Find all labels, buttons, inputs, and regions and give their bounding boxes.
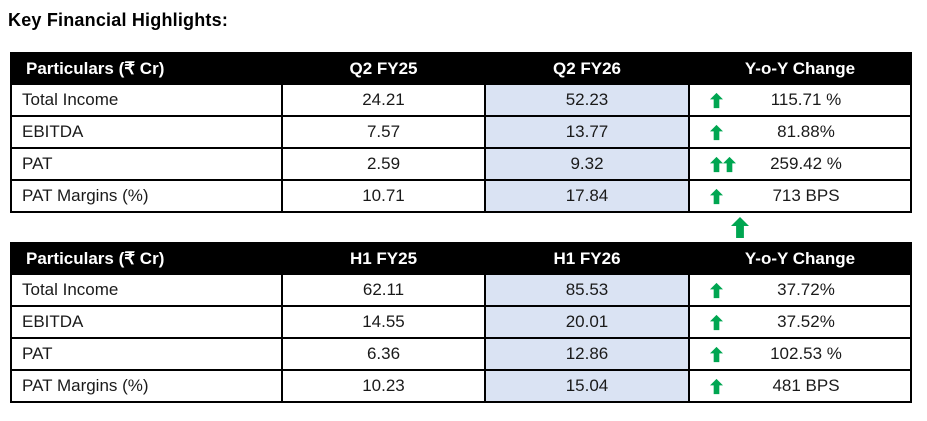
header-yoy-change: Y-o-Y Change <box>688 242 912 275</box>
header-yoy-change: Y-o-Y Change <box>688 52 912 85</box>
change-cell: 259.42 % <box>688 147 912 181</box>
curr-value-cell: 52.23 <box>484 83 690 117</box>
change-cell: 713 BPS <box>688 179 912 213</box>
up-arrow-icon <box>710 124 746 141</box>
particular-cell: PAT Margins (%) <box>10 179 283 213</box>
quarterly-results-table: Particulars (₹ Cr) Q2 FY25 Q2 FY26 Y-o-Y… <box>10 52 912 213</box>
particular-cell: EBITDA <box>10 305 283 339</box>
prev-value-cell: 24.21 <box>281 83 486 117</box>
particular-cell: PAT <box>10 147 283 181</box>
change-cell: 81.88% <box>688 115 912 149</box>
table-row: EBITDA 14.55 20.01 37.52% <box>10 305 912 339</box>
particular-cell: Total Income <box>10 83 283 117</box>
half-yearly-results-table: Particulars (₹ Cr) H1 FY25 H1 FY26 Y-o-Y… <box>10 242 912 403</box>
curr-value-cell: 12.86 <box>484 337 690 371</box>
prev-value-cell: 7.57 <box>281 115 486 149</box>
particular-cell: Total Income <box>10 273 283 307</box>
curr-value-cell: 20.01 <box>484 305 690 339</box>
change-cell: 102.53 % <box>688 337 912 371</box>
up-arrow-icon <box>710 314 746 331</box>
change-value: 37.52% <box>777 312 835 331</box>
prev-value-cell: 2.59 <box>281 147 486 181</box>
change-cell: 115.71 % <box>688 83 912 117</box>
table-header-row: Particulars (₹ Cr) Q2 FY25 Q2 FY26 Y-o-Y… <box>10 52 912 85</box>
curr-value-cell: 17.84 <box>484 179 690 213</box>
divider <box>0 213 927 242</box>
page-title: Key Financial Highlights: <box>8 10 229 30</box>
curr-value-cell: 9.32 <box>484 147 690 181</box>
header-h1fy26: H1 FY26 <box>484 242 690 275</box>
up-arrow-icon <box>710 188 746 205</box>
change-cell: 481 BPS <box>688 369 912 403</box>
curr-value-cell: 85.53 <box>484 273 690 307</box>
up-arrow-icon <box>710 282 746 299</box>
change-value: 713 BPS <box>772 186 840 205</box>
prev-value-cell: 6.36 <box>281 337 486 371</box>
particular-cell: PAT <box>10 337 283 371</box>
particular-cell: PAT Margins (%) <box>10 369 283 403</box>
header-q2fy26: Q2 FY26 <box>484 52 690 85</box>
prev-value-cell: 10.23 <box>281 369 486 403</box>
change-value: 481 BPS <box>772 376 840 395</box>
table-row: PAT Margins (%) 10.71 17.84 713 BPS <box>10 179 912 213</box>
table-row: EBITDA 7.57 13.77 81.88% <box>10 115 912 149</box>
prev-value-cell: 62.11 <box>281 273 486 307</box>
curr-value-cell: 13.77 <box>484 115 690 149</box>
curr-value-cell: 15.04 <box>484 369 690 403</box>
table-row: Total Income 24.21 52.23 115.71 % <box>10 83 912 117</box>
double-up-arrow-icon <box>710 156 746 173</box>
change-value: 102.53 % <box>770 344 842 363</box>
up-arrow-icon <box>710 92 746 109</box>
up-arrow-icon <box>731 216 749 239</box>
change-value: 81.88% <box>777 122 835 141</box>
header-particulars: Particulars (₹ Cr) <box>10 52 283 85</box>
header-h1fy25: H1 FY25 <box>281 242 486 275</box>
prev-value-cell: 14.55 <box>281 305 486 339</box>
table-row: PAT Margins (%) 10.23 15.04 481 BPS <box>10 369 912 403</box>
header-q2fy25: Q2 FY25 <box>281 52 486 85</box>
up-arrow-icon <box>710 378 746 395</box>
up-arrow-icon <box>710 346 746 363</box>
prev-value-cell: 10.71 <box>281 179 486 213</box>
table-row: PAT 6.36 12.86 102.53 % <box>10 337 912 371</box>
change-value: 37.72% <box>777 280 835 299</box>
change-cell: 37.52% <box>688 305 912 339</box>
header-particulars: Particulars (₹ Cr) <box>10 242 283 275</box>
change-cell: 37.72% <box>688 273 912 307</box>
table-row: PAT 2.59 9.32 259.42 % <box>10 147 912 181</box>
change-value: 115.71 % <box>770 90 842 109</box>
particular-cell: EBITDA <box>10 115 283 149</box>
table-row: Total Income 62.11 85.53 37.72% <box>10 273 912 307</box>
change-value: 259.42 % <box>770 154 842 173</box>
table-header-row: Particulars (₹ Cr) H1 FY25 H1 FY26 Y-o-Y… <box>10 242 912 275</box>
